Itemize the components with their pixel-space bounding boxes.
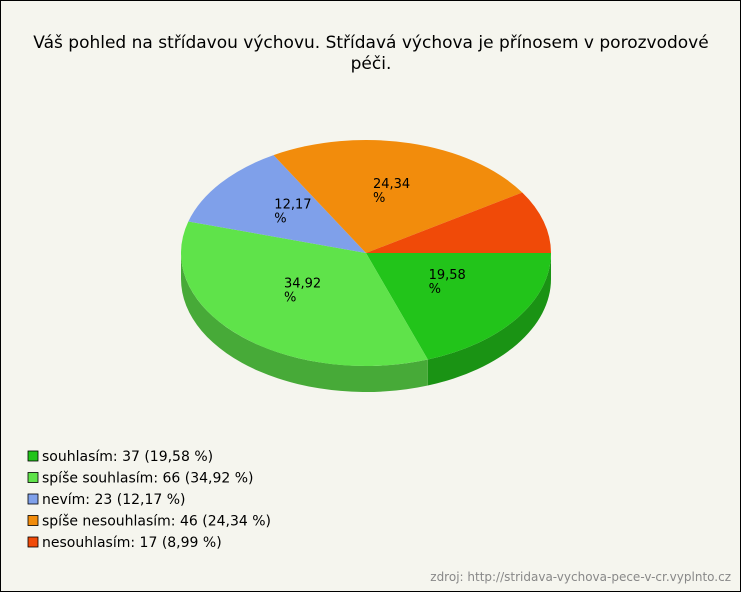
legend-swatch: [27, 493, 39, 505]
legend-swatch: [27, 472, 39, 483]
pie-slice: [366, 192, 551, 253]
slice-label: 19,58%: [429, 268, 466, 297]
legend-label: spíše souhlasím: 66 (34,92 %): [42, 471, 254, 487]
legend-swatch: [27, 450, 39, 462]
slice-label-line: 34,92: [284, 277, 321, 292]
slice-label-line: 12,17: [274, 198, 311, 213]
slice-label-line: %: [373, 191, 385, 206]
pie-side: [427, 253, 551, 386]
legend-label: spíše nesouhlasím: 46 (24,34 %): [42, 514, 271, 530]
legend-swatch: [27, 536, 39, 548]
slice-label-line: 19,58: [429, 268, 466, 283]
legend-swatch: [27, 515, 39, 526]
slice-label: 12,17%: [274, 198, 311, 227]
source: zdroj: http://stridava-vychova-pece-v-cr…: [430, 570, 731, 584]
pie-slice: [188, 155, 366, 253]
pie-slice: [273, 140, 523, 253]
chart-title: Váš pohled na střídavou výchovu. Střídav…: [33, 33, 709, 74]
slice-label-line: 24,34: [373, 177, 410, 192]
legend-label: nesouhlasím: 17 (8,99 %): [42, 535, 222, 551]
slice-label-line: %: [429, 282, 441, 297]
pie-slice: [180, 221, 428, 366]
pie-side: [181, 253, 428, 392]
legend-label: nevím: 23 (12,17 %): [42, 492, 186, 508]
pie-slice: [366, 253, 551, 360]
legend-label: souhlasím: 37 (19,58 %): [42, 449, 213, 465]
slice-label: 34,92%: [284, 277, 321, 306]
slice-label-line: %: [284, 291, 296, 306]
slice-label: 24,34%: [373, 177, 410, 206]
slice-label-line: %: [274, 212, 286, 227]
